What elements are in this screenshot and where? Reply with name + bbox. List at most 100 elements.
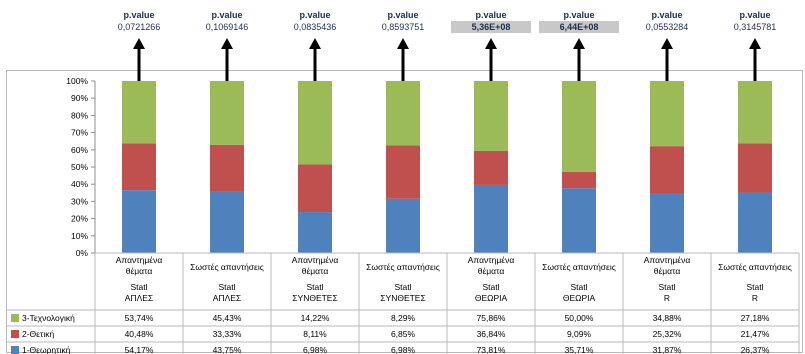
- category-label: θέματα: [126, 266, 153, 276]
- bar-segment: [210, 81, 244, 145]
- bar-segment: [474, 184, 508, 253]
- category-group: Statl: [218, 282, 235, 292]
- pvalue-value: 0,3145781: [733, 22, 777, 32]
- data-label: 9,09%: [567, 329, 592, 339]
- data-label: 25,32%: [653, 329, 682, 339]
- y-tick-label: 60%: [71, 145, 88, 155]
- pvalue-arrow-head: [133, 38, 145, 49]
- data-label: 27,18%: [741, 313, 770, 323]
- category-label: Σωστές απαντήσεις: [542, 262, 616, 272]
- pvalue-arrow-head: [485, 38, 497, 49]
- pvalue-block: p.value 0,0553284: [627, 10, 707, 33]
- category-sub: ΘΕΩΡΙΑ: [563, 293, 596, 303]
- pvalue-block: p.value 0,0835436: [275, 10, 355, 33]
- pvalue-label: p.value: [475, 10, 507, 20]
- bar-segment: [562, 188, 596, 253]
- y-tick-label: 90%: [71, 93, 88, 103]
- bar-segment: [650, 81, 684, 147]
- bar-segment: [738, 143, 772, 193]
- data-label: 21,47%: [741, 329, 770, 339]
- pvalue-value: 0,1069146: [205, 22, 249, 32]
- category-label: Απαντημένα: [468, 255, 515, 265]
- pvalue-value: 0,8593751: [381, 22, 425, 32]
- data-label: 34,88%: [653, 313, 682, 323]
- data-label: 33,33%: [213, 329, 242, 339]
- category-label: Απαντημένα: [292, 255, 339, 265]
- category-sub: ΑΠΛΕΣ: [125, 293, 153, 303]
- data-label: 31,87%: [653, 345, 682, 354]
- category-sub: ΑΠΛΕΣ: [213, 293, 241, 303]
- data-label: 45,43%: [213, 313, 242, 323]
- category-sub: R: [664, 293, 670, 303]
- bar-segment: [122, 81, 156, 144]
- category-label: Απαντημένα: [644, 255, 691, 265]
- pvalue-arrow-head: [309, 38, 321, 49]
- y-tick-label: 0%: [76, 248, 89, 258]
- category-group: Statl: [482, 282, 499, 292]
- category-group: Statl: [570, 282, 587, 292]
- pvalue-arrow-head: [573, 38, 585, 49]
- pvalue-value: 0,0835436: [293, 22, 337, 32]
- pvalue-header: p.value 0,0721266 p.value 0,1069146 p.value 0…: [0, 0, 805, 70]
- pvalue-label: p.value: [123, 10, 155, 20]
- legend-key: [11, 346, 19, 354]
- pvalue-value: 5,36E+08: [451, 21, 531, 33]
- category-group: Statl: [130, 282, 147, 292]
- category-label: Σωστές απαντήσεις: [718, 262, 792, 272]
- bar-segment: [386, 81, 420, 146]
- bar-segment: [474, 150, 508, 185]
- pvalue-label: p.value: [387, 10, 419, 20]
- category-label: Σωστές απαντήσεις: [366, 262, 440, 272]
- legend-label: 3-Τεχνολογική: [22, 313, 75, 323]
- pvalue-value: 6,44E+08: [539, 21, 619, 33]
- data-label: 43,75%: [213, 345, 242, 354]
- bar-segment: [386, 145, 420, 199]
- pvalue-block: p.value 6,44E+08: [539, 10, 619, 33]
- y-tick-label: 50%: [71, 162, 88, 172]
- category-label: θέματα: [302, 266, 329, 276]
- pvalue-arrow-head: [661, 38, 673, 49]
- data-label: 6,85%: [391, 329, 416, 339]
- category-sub: R: [752, 293, 758, 303]
- bar-segment: [738, 81, 772, 144]
- category-label: θέματα: [654, 266, 681, 276]
- y-tick-label: 20%: [71, 214, 88, 224]
- category-group: Statl: [746, 282, 763, 292]
- bar-segment: [650, 193, 684, 253]
- bar-segment: [386, 198, 420, 253]
- category-group: Statl: [306, 282, 323, 292]
- pvalue-arrow-head: [397, 38, 409, 49]
- data-label: 53,74%: [125, 313, 154, 323]
- data-label: 8,11%: [303, 329, 327, 339]
- y-tick-label: 40%: [71, 179, 88, 189]
- pvalue-label: p.value: [651, 10, 683, 20]
- bar-segment: [210, 144, 244, 192]
- data-label: 14,22%: [301, 313, 330, 323]
- data-label: 75,86%: [477, 313, 506, 323]
- category-group: Statl: [394, 282, 411, 292]
- y-tick-label: 70%: [71, 128, 88, 138]
- y-tick-label: 100%: [66, 76, 88, 86]
- data-label: 26,37%: [741, 345, 770, 354]
- legend-label: 2-Θετική: [22, 329, 54, 339]
- category-sub: ΘΕΩΡΙΑ: [475, 293, 508, 303]
- pvalue-label: p.value: [563, 10, 595, 20]
- bar-segment: [298, 164, 332, 213]
- legend-label: 1-Θεωρητική: [22, 345, 71, 354]
- bar-segment: [122, 143, 156, 191]
- category-group: Statl: [658, 282, 675, 292]
- data-label: 50,00%: [565, 313, 594, 323]
- pvalue-block: p.value 0,3145781: [715, 10, 795, 33]
- y-tick-label: 80%: [71, 110, 88, 120]
- category-label: θέματα: [478, 266, 505, 276]
- data-label: 6,98%: [391, 345, 416, 354]
- data-label: 73,81%: [477, 345, 506, 354]
- pvalue-arrow-head: [221, 38, 233, 49]
- category-label: Απαντημένα: [116, 255, 163, 265]
- pvalue-label: p.value: [211, 10, 243, 20]
- data-label: 6,98%: [303, 345, 328, 354]
- bar-segment: [298, 212, 332, 253]
- bar-segment: [562, 171, 596, 189]
- legend-key: [11, 314, 19, 322]
